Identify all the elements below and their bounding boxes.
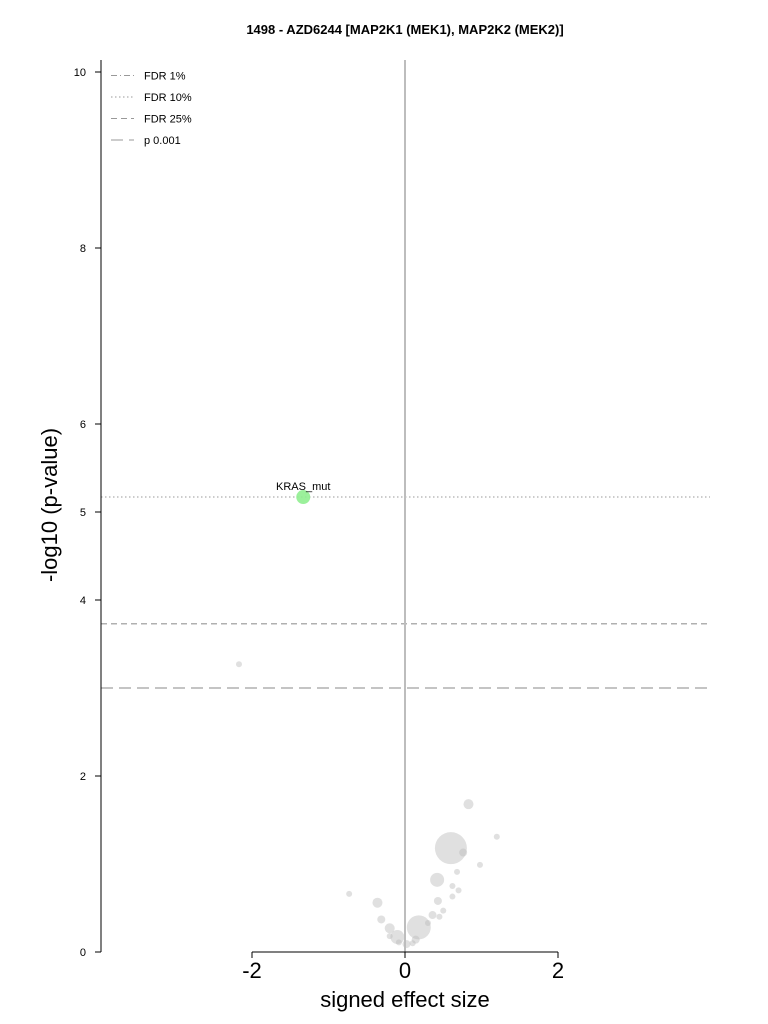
data-point	[390, 930, 405, 945]
data-point	[449, 893, 456, 900]
data-point	[476, 861, 483, 868]
data-point	[402, 940, 411, 949]
data-point	[463, 799, 474, 810]
data-point	[440, 907, 447, 914]
data-point	[428, 911, 437, 920]
x-tick-label: 0	[399, 958, 411, 983]
data-point	[454, 868, 461, 875]
point-labels: KRAS_mut	[276, 481, 330, 493]
legend-label-fdr-1: FDR 1%	[144, 71, 186, 83]
data-points	[235, 490, 500, 949]
data-point	[346, 890, 353, 897]
data-point	[406, 915, 431, 940]
data-point	[235, 661, 242, 668]
y-tick-label: 2	[80, 771, 86, 783]
y-axis-label: -log10 (p-value)	[37, 428, 62, 582]
data-point	[409, 940, 416, 947]
data-point	[377, 915, 386, 924]
data-point	[434, 832, 467, 865]
data-point	[493, 833, 500, 840]
legend-label-fdr-10: FDR 10%	[144, 92, 192, 104]
data-point	[395, 939, 402, 946]
legend-label-fdr-25: FDR 25%	[144, 114, 192, 126]
data-point	[372, 897, 383, 908]
y-axis-ticks: 0 2 4 5 6 8 10	[74, 67, 101, 959]
data-point	[459, 848, 468, 857]
chart-title: 1498 - AZD6244 [MAP2K1 (MEK1), MAP2K2 (M…	[246, 22, 563, 37]
data-point	[430, 872, 445, 887]
y-tick-label: 0	[80, 947, 86, 959]
y-tick-label: 4	[80, 595, 86, 607]
x-tick-label: -2	[242, 958, 262, 983]
data-point	[433, 896, 442, 905]
data-point	[449, 883, 456, 889]
legend: FDR 1% FDR 10% FDR 25% p 0.001	[111, 71, 192, 147]
data-point	[455, 887, 462, 894]
data-point	[424, 919, 431, 926]
y-tick-label: 5	[80, 507, 86, 519]
data-point	[384, 923, 395, 934]
point-label: KRAS_mut	[276, 481, 330, 493]
data-point	[411, 935, 420, 944]
y-tick-label: 10	[74, 67, 86, 79]
data-point-highlight	[296, 490, 311, 505]
y-tick-label: 8	[80, 243, 86, 255]
x-axis-label: signed effect size	[320, 987, 490, 1012]
y-tick-label: 6	[80, 419, 86, 431]
legend-label-p-0-001: p 0.001	[144, 135, 181, 147]
x-tick-label: 2	[552, 958, 564, 983]
data-point	[386, 933, 393, 940]
data-point	[436, 913, 443, 920]
x-axis-ticks: -2 0 2	[242, 952, 564, 983]
